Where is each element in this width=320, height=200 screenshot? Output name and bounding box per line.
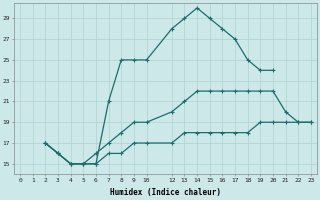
X-axis label: Humidex (Indice chaleur): Humidex (Indice chaleur) <box>110 188 221 197</box>
